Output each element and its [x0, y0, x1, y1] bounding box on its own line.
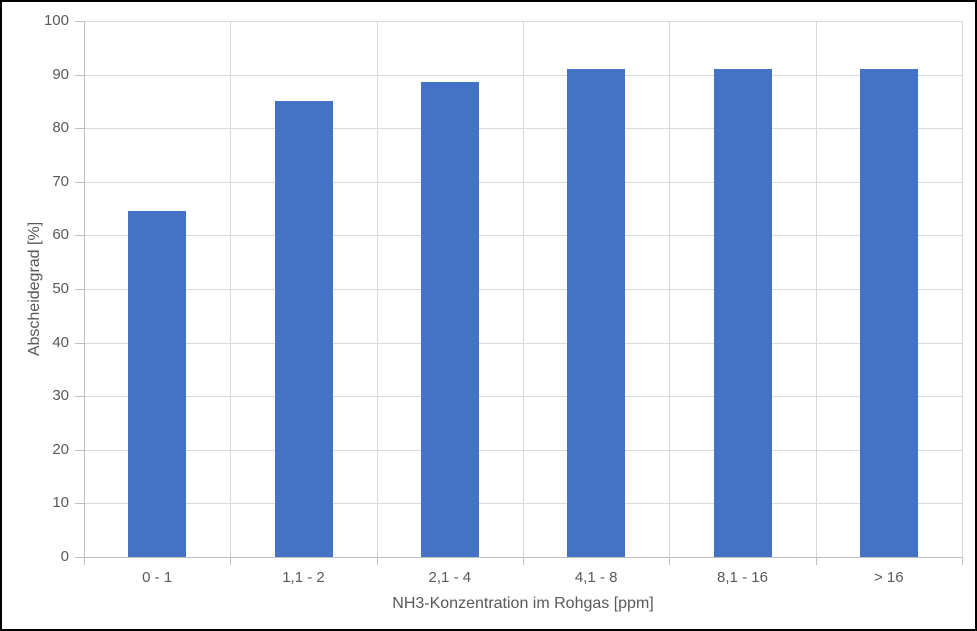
y-tick-label: 20	[52, 440, 69, 458]
x-tick-label: 1,1 - 2	[282, 569, 325, 586]
bar	[567, 69, 626, 557]
y-axis-tick	[75, 503, 85, 505]
x-tick-label: 8,1 - 16	[717, 569, 768, 586]
y-axis-line	[84, 21, 85, 558]
x-axis-tick	[84, 557, 85, 565]
y-axis-tick	[75, 289, 85, 290]
x-axis-tick	[815, 557, 817, 565]
bar	[128, 211, 187, 557]
vertical-gridline	[376, 21, 378, 557]
x-axis-tick	[376, 557, 378, 565]
bar	[274, 101, 333, 557]
vertical-gridline	[230, 21, 232, 557]
y-tick-label: 80	[52, 119, 69, 137]
y-axis-tick	[75, 342, 85, 344]
vertical-gridline	[962, 21, 963, 557]
y-tick-label: 30	[52, 387, 69, 405]
y-tick-label: 0	[60, 548, 69, 565]
x-axis-title: NH3-Konzentration im Rohgas [ppm]	[392, 595, 654, 612]
y-axis-tick	[75, 449, 85, 451]
vertical-gridline	[815, 21, 817, 557]
x-tick-label: 0 - 1	[142, 569, 173, 586]
bar	[859, 68, 918, 557]
x-tick-label: 4,1 - 8	[574, 569, 618, 586]
x-tick-label: 2,1 - 4	[428, 569, 472, 586]
x-tick-label: > 16	[874, 569, 904, 586]
y-tick-label: 90	[52, 65, 69, 83]
y-axis-tick	[75, 396, 85, 398]
y-tick-label: 70	[52, 172, 69, 190]
y-tick-label: 60	[52, 226, 69, 244]
x-axis-tick	[523, 557, 524, 565]
y-tick-label: 40	[52, 333, 69, 351]
y-axis-title: Abscheidegrad [%]	[26, 221, 43, 357]
y-axis-tick	[75, 181, 85, 183]
x-axis-line	[84, 557, 963, 558]
y-tick-label: 10	[52, 494, 69, 512]
bar	[713, 68, 772, 557]
y-tick-label: 100	[43, 12, 69, 29]
vertical-gridline	[523, 21, 524, 557]
y-axis-tick	[75, 21, 85, 22]
y-axis-tick	[75, 235, 85, 237]
x-axis-tick	[230, 557, 232, 565]
x-axis-tick	[962, 557, 963, 565]
y-tick-label: 50	[52, 280, 69, 297]
y-axis-tick	[75, 74, 85, 76]
bar	[420, 82, 479, 557]
y-axis-tick	[75, 557, 85, 558]
x-axis-tick	[669, 557, 671, 565]
y-axis-tick	[75, 128, 85, 130]
vertical-gridline	[669, 21, 671, 557]
